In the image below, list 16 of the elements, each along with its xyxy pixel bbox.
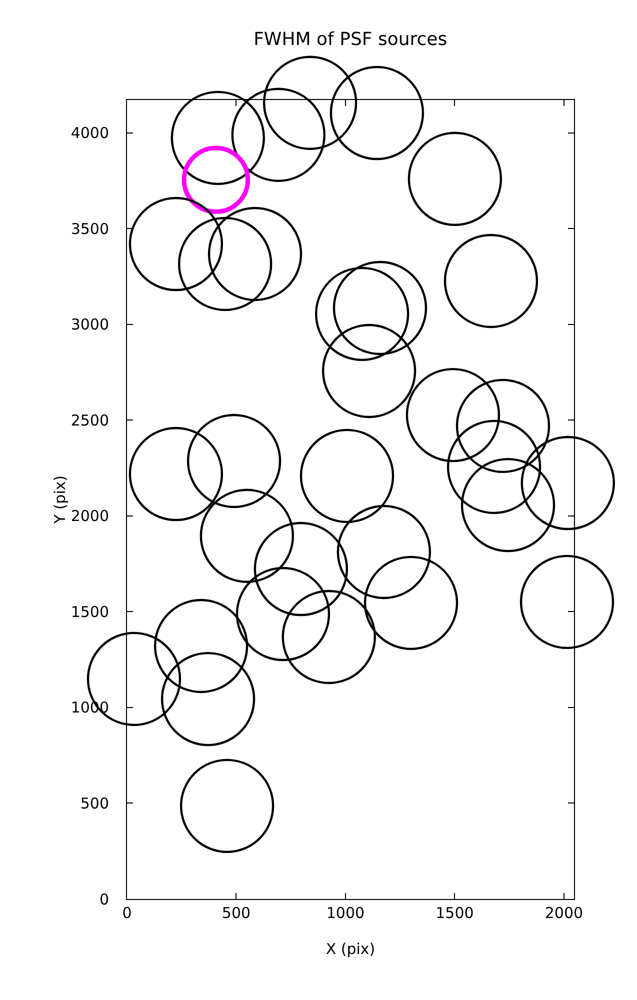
x-tick-label: 1000 (326, 904, 365, 922)
y-tick-label: 0 (99, 890, 109, 908)
y-tick-label: 500 (80, 794, 109, 812)
y-axis-title: Y (pix) (50, 475, 69, 525)
y-tick-label: 2000 (70, 507, 109, 526)
y-tick-label: 4000 (70, 124, 109, 142)
y-tick-label: 3500 (70, 220, 109, 238)
x-tick-label: 1500 (436, 904, 474, 922)
y-tick-label: 2500 (70, 411, 109, 430)
y-tick-label: 1500 (70, 602, 109, 621)
y-tick-label: 3000 (70, 316, 109, 334)
x-axis-title: X (pix) (326, 940, 376, 958)
x-tick-label: 2000 (544, 904, 584, 922)
x-tick-label: 500 (222, 904, 251, 922)
chart-title: FWHM of PSF sources (254, 29, 448, 50)
x-tick-label: 0 (122, 904, 132, 922)
